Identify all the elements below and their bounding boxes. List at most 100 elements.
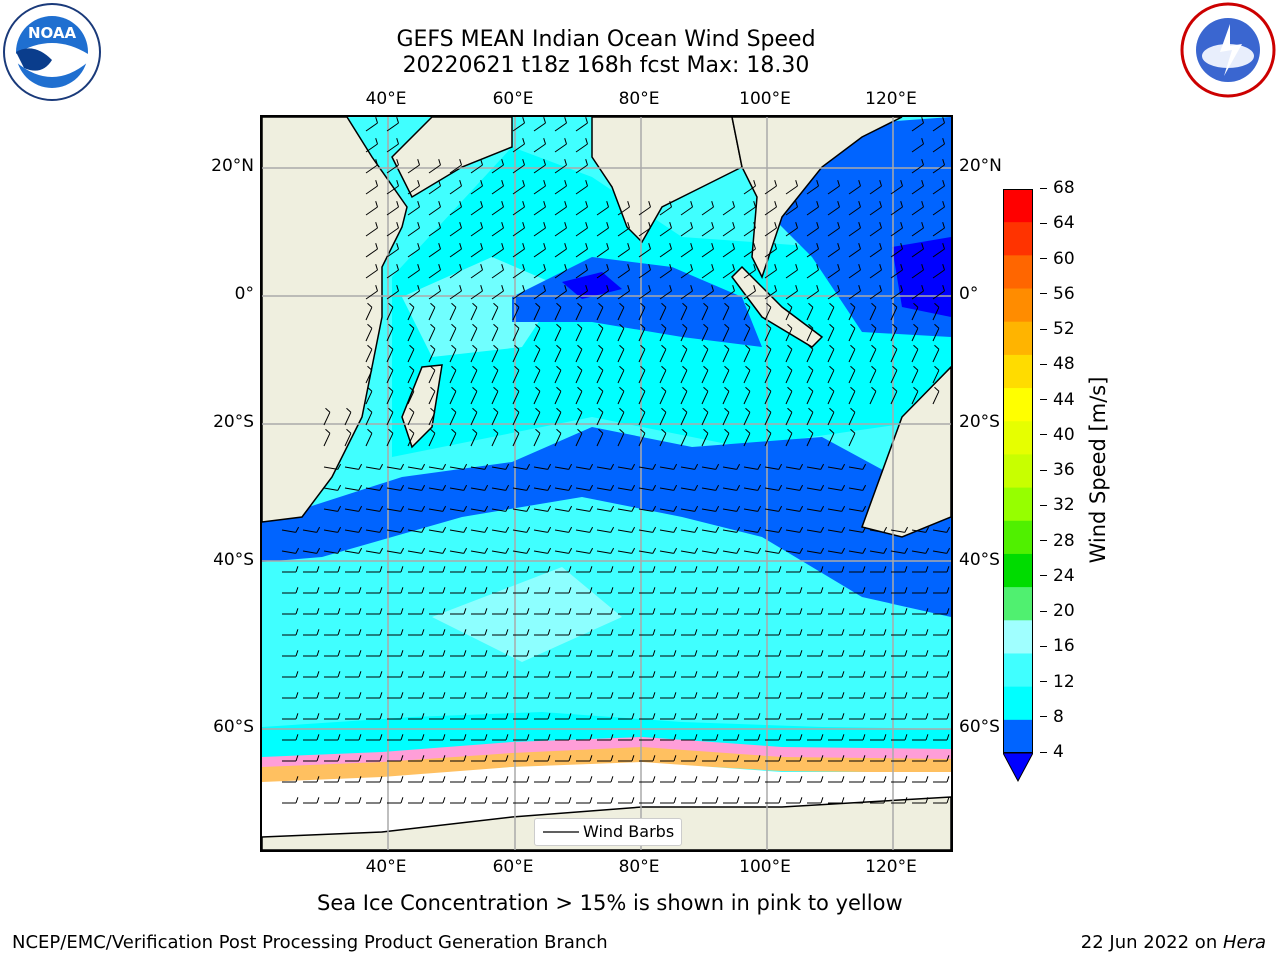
- wind-barb-flag: [736, 484, 741, 491]
- wind-barb-flag: [736, 608, 740, 615]
- wind-barb-flag: [661, 323, 667, 329]
- wind-barb-flag: [589, 734, 593, 741]
- wind-barb-flag: [841, 505, 846, 512]
- colorbar-cell: [1003, 520, 1033, 555]
- wind-barb-flag: [417, 222, 420, 229]
- wind-barb-flag: [505, 692, 509, 699]
- wind-barb-flag: [526, 608, 530, 615]
- wind-barb: [680, 412, 688, 426]
- wind-barb-flag: [850, 365, 856, 371]
- wind-barb: [890, 391, 898, 405]
- wind-barb-flag: [648, 201, 651, 208]
- wind-barb-flag: [337, 650, 341, 657]
- wind-barb-flag: [631, 734, 635, 741]
- wind-barb-flag: [421, 734, 425, 741]
- wind-barb-flag: [862, 713, 866, 720]
- wind-barb-flag: [337, 734, 341, 741]
- wind-barb: [848, 487, 863, 491]
- wind-barb-flag: [892, 323, 898, 329]
- wind-barb-flag: [505, 547, 510, 554]
- wind-barb-flag: [564, 180, 567, 187]
- wind-barb: [554, 370, 562, 384]
- wind-barb: [932, 529, 947, 533]
- wind-barb-flag: [652, 566, 656, 573]
- wind-barb: [491, 487, 506, 491]
- wind-barb-flag: [316, 776, 320, 783]
- wind-barb: [722, 391, 730, 405]
- wind-barb-flag: [715, 526, 720, 533]
- wind-barb-flag: [337, 797, 341, 804]
- wind-barb-flag: [711, 222, 714, 229]
- wind-barb-flag: [778, 566, 782, 573]
- wind-barb-flag: [841, 484, 846, 491]
- wind-barb-flag: [703, 407, 709, 413]
- wind-barb: [365, 227, 378, 237]
- wind-barb: [659, 433, 667, 447]
- wind-barb-flag: [442, 463, 447, 470]
- wind-barb-flag: [753, 201, 756, 208]
- wind-barb-flag: [757, 463, 762, 470]
- wind-barb-flag: [841, 566, 845, 573]
- wind-barb-flag: [757, 608, 761, 615]
- wind-barb: [638, 508, 653, 512]
- wind-barb-flag: [388, 407, 394, 413]
- wind-barb: [596, 412, 604, 426]
- wind-barb: [701, 307, 709, 321]
- wind-barb-flag: [715, 755, 719, 762]
- wind-barb-flag: [564, 201, 567, 208]
- wind-barb-flag: [409, 302, 415, 308]
- wind-barb-flag: [808, 302, 814, 308]
- wind-barb: [575, 370, 583, 384]
- wind-barb-flag: [841, 713, 845, 720]
- wind-barb-flag: [724, 386, 730, 392]
- wind-barb-flag: [694, 505, 699, 512]
- wind-barb-flag: [766, 365, 772, 371]
- wind-barb: [428, 269, 441, 279]
- wind-barb-flag: [829, 365, 835, 371]
- wind-barb: [911, 164, 924, 174]
- wind-barb-flag: [711, 264, 714, 271]
- wind-barb: [365, 164, 378, 174]
- wind-barb-flag: [900, 264, 903, 271]
- wind-barb-flag: [766, 323, 772, 329]
- wind-barb: [785, 290, 798, 300]
- wind-barb: [743, 307, 751, 321]
- wind-barb: [512, 206, 525, 216]
- wind-barb-flag: [942, 264, 945, 271]
- wind-barb-flag: [535, 344, 541, 350]
- wind-barb-flag: [430, 302, 436, 308]
- wind-barb-flag: [652, 629, 656, 636]
- wind-barb-flag: [400, 526, 405, 533]
- wind-barb-flag: [379, 629, 383, 636]
- wind-barb: [743, 466, 758, 470]
- wind-barb: [848, 412, 856, 426]
- wind-barb-flag: [631, 776, 635, 783]
- wind-barb-flag: [627, 285, 630, 292]
- wind-barb-flag: [904, 776, 908, 783]
- wind-barb-flag: [543, 201, 546, 208]
- wind-barb-flag: [829, 323, 835, 329]
- wind-barb: [533, 487, 548, 491]
- wind-speed-map: [262, 117, 951, 850]
- wind-barb-flag: [934, 302, 940, 308]
- wind-barb-flag: [724, 428, 730, 434]
- wind-barb-flag: [808, 365, 814, 371]
- wind-barb-flag: [463, 526, 468, 533]
- wind-barb: [806, 206, 819, 216]
- wind-barb-flag: [900, 180, 903, 187]
- wind-barb-flag: [694, 484, 699, 491]
- wind-barb-flag: [417, 201, 420, 208]
- wind-barb: [722, 412, 730, 426]
- wind-barb: [512, 269, 525, 279]
- wind-barb-flag: [736, 463, 741, 470]
- wind-barb-flag: [942, 180, 945, 187]
- wind-barb: [428, 307, 436, 321]
- wind-barb: [533, 529, 548, 533]
- wind-barb: [911, 248, 924, 258]
- wind-barb-flag: [841, 671, 845, 678]
- colorbar-tick: 20: [1040, 601, 1075, 621]
- wind-barb: [890, 328, 898, 342]
- wind-barb: [365, 412, 373, 426]
- wind-barb: [575, 529, 590, 533]
- wind-barb: [764, 349, 772, 363]
